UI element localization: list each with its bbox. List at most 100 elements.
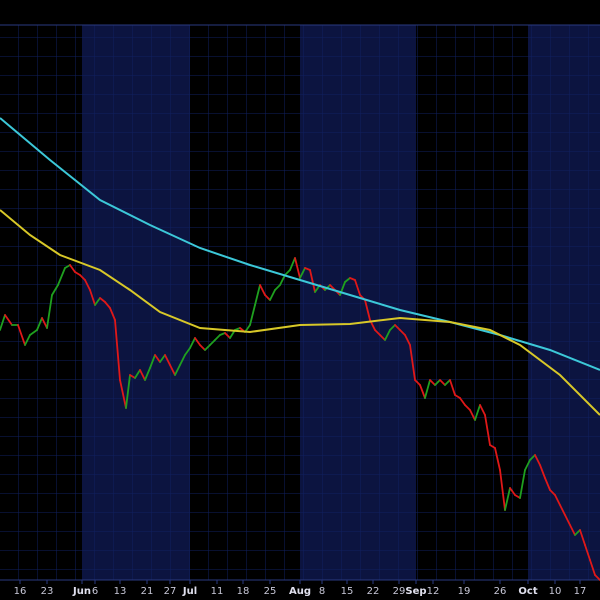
price-segment: [179, 354, 186, 366]
price-segment: [474, 404, 481, 421]
price-segment: [119, 379, 127, 409]
price-segment: [289, 257, 296, 271]
price-segment: [399, 329, 406, 336]
price-segment: [214, 334, 221, 341]
price-segment: [294, 257, 301, 279]
price-segment: [329, 284, 336, 291]
price-segment: [64, 264, 71, 269]
price-segment: [159, 354, 166, 363]
price-segment: [79, 274, 86, 281]
price-segment: [534, 454, 541, 466]
price-segment: [104, 301, 111, 309]
x-tick-label: 25: [264, 586, 277, 597]
price-segment: [279, 274, 286, 286]
x-tick-label: Jul: [182, 586, 197, 597]
x-tick-label: 21: [141, 586, 154, 597]
x-tick-label: Sep: [405, 586, 426, 597]
price-segment: [374, 329, 381, 336]
price-segment: [354, 279, 361, 296]
price-segment: [204, 344, 211, 351]
price-segment: [89, 289, 96, 306]
price-segment: [419, 384, 426, 399]
price-segment: [424, 379, 431, 399]
price-segment: [134, 369, 141, 379]
price-segment: [4, 314, 13, 326]
price-segment: [284, 269, 291, 276]
price-segment: [154, 354, 161, 363]
price-segment: [69, 264, 76, 273]
price-segment: [459, 397, 466, 406]
price-segment: [559, 504, 566, 516]
price-segment: [144, 367, 151, 381]
price-segment: [299, 267, 306, 279]
price-segment: [469, 409, 476, 421]
price-segment: [269, 289, 276, 301]
price-segment: [0, 314, 6, 331]
price-segment: [139, 369, 146, 381]
price-segment: [169, 364, 176, 376]
price-segment: [125, 374, 131, 409]
price-segment: [389, 324, 396, 331]
price-segment: [509, 487, 516, 496]
price-segment: [414, 379, 421, 386]
x-tick-label: 19: [458, 586, 471, 597]
price-segment: [149, 354, 156, 369]
price-segment: [51, 284, 59, 296]
price-segment: [57, 267, 66, 286]
price-segment: [514, 494, 521, 499]
price-segment: [199, 344, 206, 351]
price-segment: [429, 379, 436, 386]
price-segment: [489, 444, 496, 449]
price-segment: [189, 337, 196, 349]
price-segment: [529, 454, 536, 461]
price-segment: [584, 544, 591, 561]
price-segment: [164, 354, 171, 366]
price-segment: [544, 477, 551, 491]
price-segment: [99, 297, 106, 303]
x-tick-label: 11: [211, 586, 224, 597]
price-segment: [29, 329, 38, 336]
x-tick-label: 13: [114, 586, 127, 597]
price-segment: [41, 317, 48, 329]
price-segment: [404, 334, 411, 346]
x-tick-label: Oct: [518, 586, 537, 597]
price-segment: [249, 304, 256, 326]
price-segment: [36, 317, 43, 331]
price-segment: [174, 364, 181, 376]
price-segment: [564, 514, 571, 526]
price-segment: [129, 374, 136, 379]
price-segment: [434, 379, 441, 386]
price-segment: [539, 464, 546, 479]
price-segment: [589, 559, 596, 576]
x-tick-label: Jun: [72, 586, 91, 597]
price-segment: [554, 494, 561, 506]
price-segment: [454, 394, 461, 399]
price-segment: [94, 297, 101, 306]
price-segment: [259, 284, 266, 296]
price-segment: [479, 404, 486, 416]
price-segment: [394, 324, 401, 331]
price-segment: [384, 329, 391, 341]
grid: [0, 25, 600, 580]
x-tick-label: 15: [341, 586, 354, 597]
price-segment: [114, 319, 121, 381]
price-segment: [569, 524, 576, 536]
price-segment: [46, 294, 53, 329]
price-segment: [449, 379, 456, 396]
x-tick-label: 29: [393, 586, 406, 597]
price-segment: [444, 379, 451, 386]
plot: [0, 117, 600, 581]
x-tick-label: 10: [549, 586, 562, 597]
price-segment: [74, 271, 81, 276]
price-segment: [594, 574, 600, 581]
x-tick-label: 6: [92, 586, 98, 597]
x-tick-label: 16: [14, 586, 27, 597]
price-segment: [84, 279, 91, 291]
x-tick-label: 26: [494, 586, 507, 597]
price-segment: [309, 269, 316, 293]
price-segment: [17, 324, 26, 346]
x-tick-label: 23: [41, 586, 54, 597]
price-segment: [364, 299, 371, 321]
price-segment: [494, 447, 501, 471]
